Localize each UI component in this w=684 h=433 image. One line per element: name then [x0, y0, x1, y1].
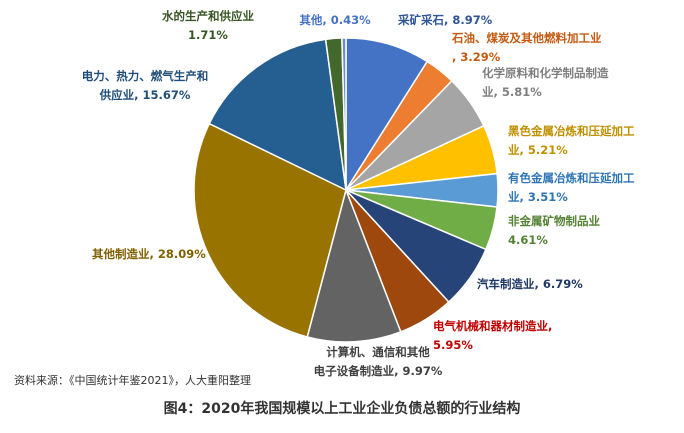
figure-caption: 图4：2020年我国规模以上工业企业负债总额的行业结构: [163, 401, 521, 417]
pie-slice: [341, 37, 347, 191]
slice-label: 化学原料和化学制品制造业, 5.81%: [482, 66, 609, 99]
slice-label: 电力、热力、燃气生产和供应业, 15.67%: [82, 69, 209, 102]
pie-slice: [208, 38, 347, 192]
slice-label: 汽车制造业, 6.79%: [477, 277, 583, 291]
slice-label: 黑色金属冶炼和压延加工业, 5.21%: [508, 124, 635, 157]
slice-label: 水的生产和供应业 1.71%: [162, 9, 254, 42]
source-note: 资料来源：《中国统计年鉴2021》，人大重阳整理: [14, 374, 251, 387]
slice-label: 其他制造业, 28.09%: [92, 247, 206, 261]
pie-slice: [306, 187, 402, 343]
slice-label: 计算机、通信和其他电子设备制造业, 9.97%: [314, 345, 443, 378]
slice-label: 非金属矿物制品业 4.61%: [508, 214, 600, 247]
slice-label: 其他, 0.43%: [299, 13, 371, 27]
slice-label: 石油、煤炭及其他燃料加工业, 3.29%: [451, 31, 602, 64]
pie-slice: [193, 122, 347, 338]
slice-label: 采矿采石, 8.97%: [397, 13, 493, 27]
slice-label: 有色金属冶炼和压延加工业, 3.51%: [508, 171, 635, 204]
slice-label: 电气机械和器材制造业, 5.95%: [433, 319, 552, 352]
pie-slice: [345, 37, 429, 193]
